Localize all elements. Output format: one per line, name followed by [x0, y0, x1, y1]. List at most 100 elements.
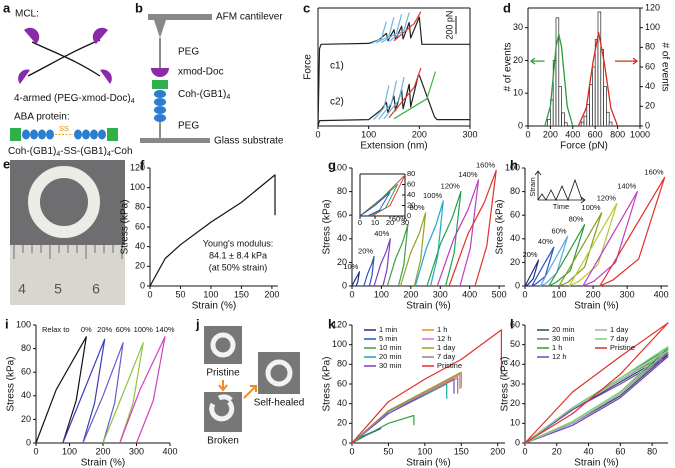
y2-tick-label: 0: [645, 120, 650, 130]
fit-line: [577, 31, 619, 127]
histogram-bar: [583, 115, 588, 127]
y-tick-label: 60: [135, 221, 145, 231]
doc-end: [100, 69, 112, 84]
doc-label: xmod-Doc: [178, 67, 224, 78]
plot-background: [525, 325, 668, 443]
y-axis-label: # of events: [503, 43, 514, 92]
chart-k: 0 50 100 150 200 0 20 40 60 80 100 120 Strain (%) Str…: [322, 316, 506, 468]
series-label: 20%: [358, 246, 373, 255]
y2-tick-label: 20: [645, 101, 655, 111]
y-tick-label: 40: [135, 241, 145, 251]
x-axis-label: Force (pN): [560, 141, 608, 152]
series-line: [539, 235, 569, 287]
peg-label: PEG: [178, 47, 199, 58]
x-tick-label: 0: [358, 218, 362, 227]
legend-label: 7 day: [610, 334, 629, 343]
series-label: 10%: [343, 262, 358, 271]
y-tick-label: 0: [26, 437, 31, 447]
annotation: 84.1 ± 8.4 kPa: [209, 250, 267, 260]
panel-a: a MCL: 4-armed (PEG-xmod-Doc)4 ABA prote…: [3, 0, 135, 157]
series-line: [380, 14, 403, 44]
series-line: [386, 224, 409, 287]
series-line: [82, 342, 124, 444]
x-axis-label: Strain (%): [574, 301, 618, 312]
x-tick-label: 20: [386, 218, 394, 227]
h-inset: Strain Time: [528, 170, 586, 211]
panel-letter: i: [5, 316, 9, 331]
y-tick-label: 120: [332, 319, 347, 329]
histogram-bar: [592, 66, 596, 127]
broken-label: Broken: [207, 436, 239, 447]
x-tick-label: 100: [417, 446, 432, 456]
legend-label: 30 min: [552, 334, 575, 343]
x-tick-label: 600: [588, 129, 603, 139]
y-tick-label: 100: [332, 339, 347, 349]
histogram-bar: [555, 17, 560, 127]
coh-label: Coh-(GB1)4: [178, 89, 230, 101]
plot-background: [150, 168, 278, 286]
y-tick-label: 0: [407, 211, 411, 220]
plot-background: [525, 168, 668, 286]
histogram-bar: [603, 86, 607, 127]
x-tick-label: 800: [610, 129, 625, 139]
x-tick-label: 300: [620, 289, 635, 299]
x-tick-label: 1000: [630, 129, 650, 139]
ring: [265, 359, 293, 387]
y-tick-label: 100: [130, 182, 145, 192]
x-tick-label: 100: [552, 289, 567, 299]
series-line: [359, 191, 391, 217]
histogram-bar: [597, 11, 602, 127]
x-tick-label: 80: [647, 446, 657, 456]
legend-label: 5 min: [379, 334, 397, 343]
y-tick-label: 100: [332, 162, 347, 172]
x-tick-label: 0: [522, 289, 527, 299]
y-tick-label: 20: [21, 414, 31, 424]
panel-letter: l: [510, 316, 514, 331]
gb1: [30, 129, 38, 140]
y2-tick-label: 120: [645, 2, 660, 12]
series-line: [558, 212, 603, 287]
series-label: 100%: [581, 203, 601, 212]
series-line: [351, 329, 502, 444]
y-tick-label: 60: [510, 210, 520, 220]
chart-d: 0 200 400 600 800 10000102030020406080100120F…: [503, 0, 671, 151]
legend-label: 1 h: [437, 325, 447, 334]
series-label: 40%: [538, 237, 553, 246]
series-line: [582, 191, 638, 287]
aba-name: Coh-(GB1)4-SS-(GB1)4-Coh: [8, 146, 133, 158]
substrate: [140, 138, 210, 143]
y-tick-label: 60: [407, 179, 415, 188]
x-tick-label: 400: [462, 289, 477, 299]
fit-line: [544, 33, 574, 127]
panel-letter: e: [3, 156, 10, 171]
substrate-label: Glass substrate: [214, 136, 284, 147]
series-line: [376, 16, 395, 44]
text: Coh-(GB1): [8, 146, 56, 157]
panel-e: e 4 5 6: [3, 156, 125, 305]
y-axis-label: Stress (kPa): [495, 199, 506, 254]
x-axis-label: Strain (%): [406, 301, 450, 312]
histogram-bar: [547, 119, 551, 127]
histogram-bar: [564, 122, 568, 127]
series-label: 160%: [476, 160, 496, 169]
y2-tick-label: 80: [645, 42, 655, 52]
legend-label: Pristine: [437, 361, 462, 370]
subscript: 4: [131, 98, 135, 105]
panel-letter: f: [140, 157, 145, 172]
y-tick-label: 40: [337, 233, 347, 243]
x-axis-label: Strain (%): [192, 301, 236, 312]
series-line: [426, 191, 462, 287]
y-tick-label: 80: [510, 186, 520, 196]
series-line: [119, 336, 166, 444]
histogram-bar: [589, 84, 593, 127]
ruler-number: 5: [54, 281, 62, 297]
gb1: [74, 129, 82, 140]
inset-axes: [534, 170, 586, 204]
series-label: 0%: [81, 325, 92, 334]
y-tick-label: 10: [513, 88, 523, 98]
peg-arms: [27, 39, 101, 77]
aba-label: ABA protein:: [14, 112, 70, 123]
histogram-bar: [580, 121, 585, 127]
inset-xlabel: Time: [553, 202, 569, 211]
